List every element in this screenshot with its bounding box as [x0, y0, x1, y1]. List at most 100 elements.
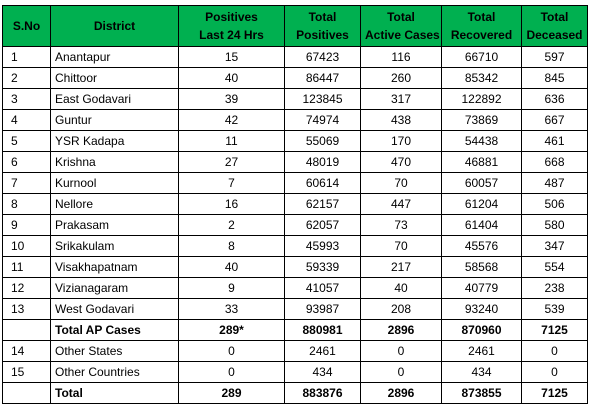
- district-cell: Other States: [50, 340, 179, 362]
- value-cell: 60057: [441, 172, 522, 194]
- value-cell: 16: [178, 193, 285, 215]
- value-cell: 7125: [521, 319, 588, 341]
- value-cell: 434: [284, 361, 361, 383]
- column-header: Total Deceased: [521, 5, 588, 47]
- value-cell: 123845: [284, 88, 361, 110]
- header-text: S.No: [12, 19, 41, 33]
- value-cell: 45576: [441, 235, 522, 257]
- value-cell: 883876: [284, 382, 361, 404]
- value-cell: 597: [521, 46, 588, 68]
- district-cell: Guntur: [50, 109, 179, 131]
- value-cell: 73869: [441, 109, 522, 131]
- value-cell: 73: [360, 214, 442, 236]
- value-cell: 217: [360, 256, 442, 278]
- value-cell: 870960: [441, 319, 522, 341]
- district-cell: Vizianagaram: [50, 277, 179, 299]
- header-text: Positives: [205, 10, 258, 24]
- value-cell: 40779: [441, 277, 522, 299]
- covid-table: S.No District Positives Last 24 Hrs Total Pos…: [2, 5, 588, 404]
- serial-cell: 15: [2, 361, 51, 383]
- value-cell: 11: [178, 130, 285, 152]
- header-text: Recovered: [450, 28, 513, 42]
- value-cell: 67423: [284, 46, 361, 68]
- value-cell: 61204: [441, 193, 522, 215]
- value-cell: 2461: [441, 340, 522, 362]
- value-cell: 48019: [284, 151, 361, 173]
- serial-cell: 6: [2, 151, 51, 173]
- value-cell: 636: [521, 88, 588, 110]
- value-cell: 86447: [284, 67, 361, 89]
- district-cell: Chittoor: [50, 67, 179, 89]
- value-cell: 0: [521, 361, 588, 383]
- value-cell: 0: [360, 340, 442, 362]
- header-text: Total: [308, 10, 337, 24]
- header-text: Active Cases: [365, 28, 440, 42]
- district-cell: East Godavari: [50, 88, 179, 110]
- value-cell: 845: [521, 67, 588, 89]
- district-cell: YSR Kadapa: [50, 130, 179, 152]
- serial-cell: 3: [2, 88, 51, 110]
- value-cell: 539: [521, 298, 588, 320]
- value-cell: 2896: [360, 382, 442, 404]
- column-header: Positives Last 24 Hrs: [178, 5, 285, 47]
- district-cell: Visakhapatnam: [50, 256, 179, 278]
- district-cell: Prakasam: [50, 214, 179, 236]
- value-cell: 60614: [284, 172, 361, 194]
- value-cell: 0: [178, 361, 285, 383]
- value-cell: 66710: [441, 46, 522, 68]
- table-row: 14 Other States 0 2461 0 2461 0: [2, 340, 588, 362]
- value-cell: 2: [178, 214, 285, 236]
- value-cell: 93240: [441, 298, 522, 320]
- table-row: 6 Krishna 27 48019 470 46881 668: [2, 151, 588, 173]
- value-cell: 289*: [178, 319, 285, 341]
- value-cell: 2896: [360, 319, 442, 341]
- header-text: Total: [540, 10, 569, 24]
- value-cell: 0: [521, 340, 588, 362]
- value-cell: 40: [178, 256, 285, 278]
- value-cell: 122892: [441, 88, 522, 110]
- value-cell: 0: [360, 361, 442, 383]
- value-cell: 238: [521, 277, 588, 299]
- value-cell: 260: [360, 67, 442, 89]
- value-cell: 0: [178, 340, 285, 362]
- value-cell: 554: [521, 256, 588, 278]
- value-cell: 880981: [284, 319, 361, 341]
- district-cell: Nellore: [50, 193, 179, 215]
- district-cell: Total: [50, 382, 179, 404]
- value-cell: 667: [521, 109, 588, 131]
- header-text: Last 24 Hrs: [199, 28, 264, 42]
- value-cell: 27: [178, 151, 285, 173]
- value-cell: 70: [360, 172, 442, 194]
- serial-cell: 1: [2, 46, 51, 68]
- column-header: Total Positives: [284, 5, 361, 47]
- value-cell: 7: [178, 172, 285, 194]
- value-cell: 70: [360, 235, 442, 257]
- district-cell: Anantapur: [50, 46, 179, 68]
- value-cell: 40: [178, 67, 285, 89]
- district-cell: West Godavari: [50, 298, 179, 320]
- serial-cell: 7: [2, 172, 51, 194]
- value-cell: 317: [360, 88, 442, 110]
- value-cell: 434: [441, 361, 522, 383]
- district-cell: Kurnool: [50, 172, 179, 194]
- serial-cell: [2, 319, 51, 341]
- serial-cell: 5: [2, 130, 51, 152]
- value-cell: 347: [521, 235, 588, 257]
- header-text: District: [93, 19, 136, 33]
- table-row: 9 Prakasam 2 62057 73 61404 580: [2, 214, 588, 236]
- table-row: 15 Other Countries 0 434 0 434 0: [2, 361, 588, 383]
- district-cell: Krishna: [50, 151, 179, 173]
- value-cell: 2461: [284, 340, 361, 362]
- value-cell: 438: [360, 109, 442, 131]
- value-cell: 42: [178, 109, 285, 131]
- table-row: Total AP Cases 289* 880981 2896 870960 7125: [2, 319, 588, 341]
- value-cell: 7125: [521, 382, 588, 404]
- table-row: Total 289 883876 2896 873855 7125: [2, 382, 588, 404]
- value-cell: 208: [360, 298, 442, 320]
- serial-cell: 8: [2, 193, 51, 215]
- table-row: 4 Guntur 42 74974 438 73869 667: [2, 109, 588, 131]
- serial-cell: 9: [2, 214, 51, 236]
- table-row: 12 Vizianagaram 9 41057 40 40779 238: [2, 277, 588, 299]
- value-cell: 58568: [441, 256, 522, 278]
- table-row: 1 Anantapur 15 67423 116 66710 597: [2, 46, 588, 68]
